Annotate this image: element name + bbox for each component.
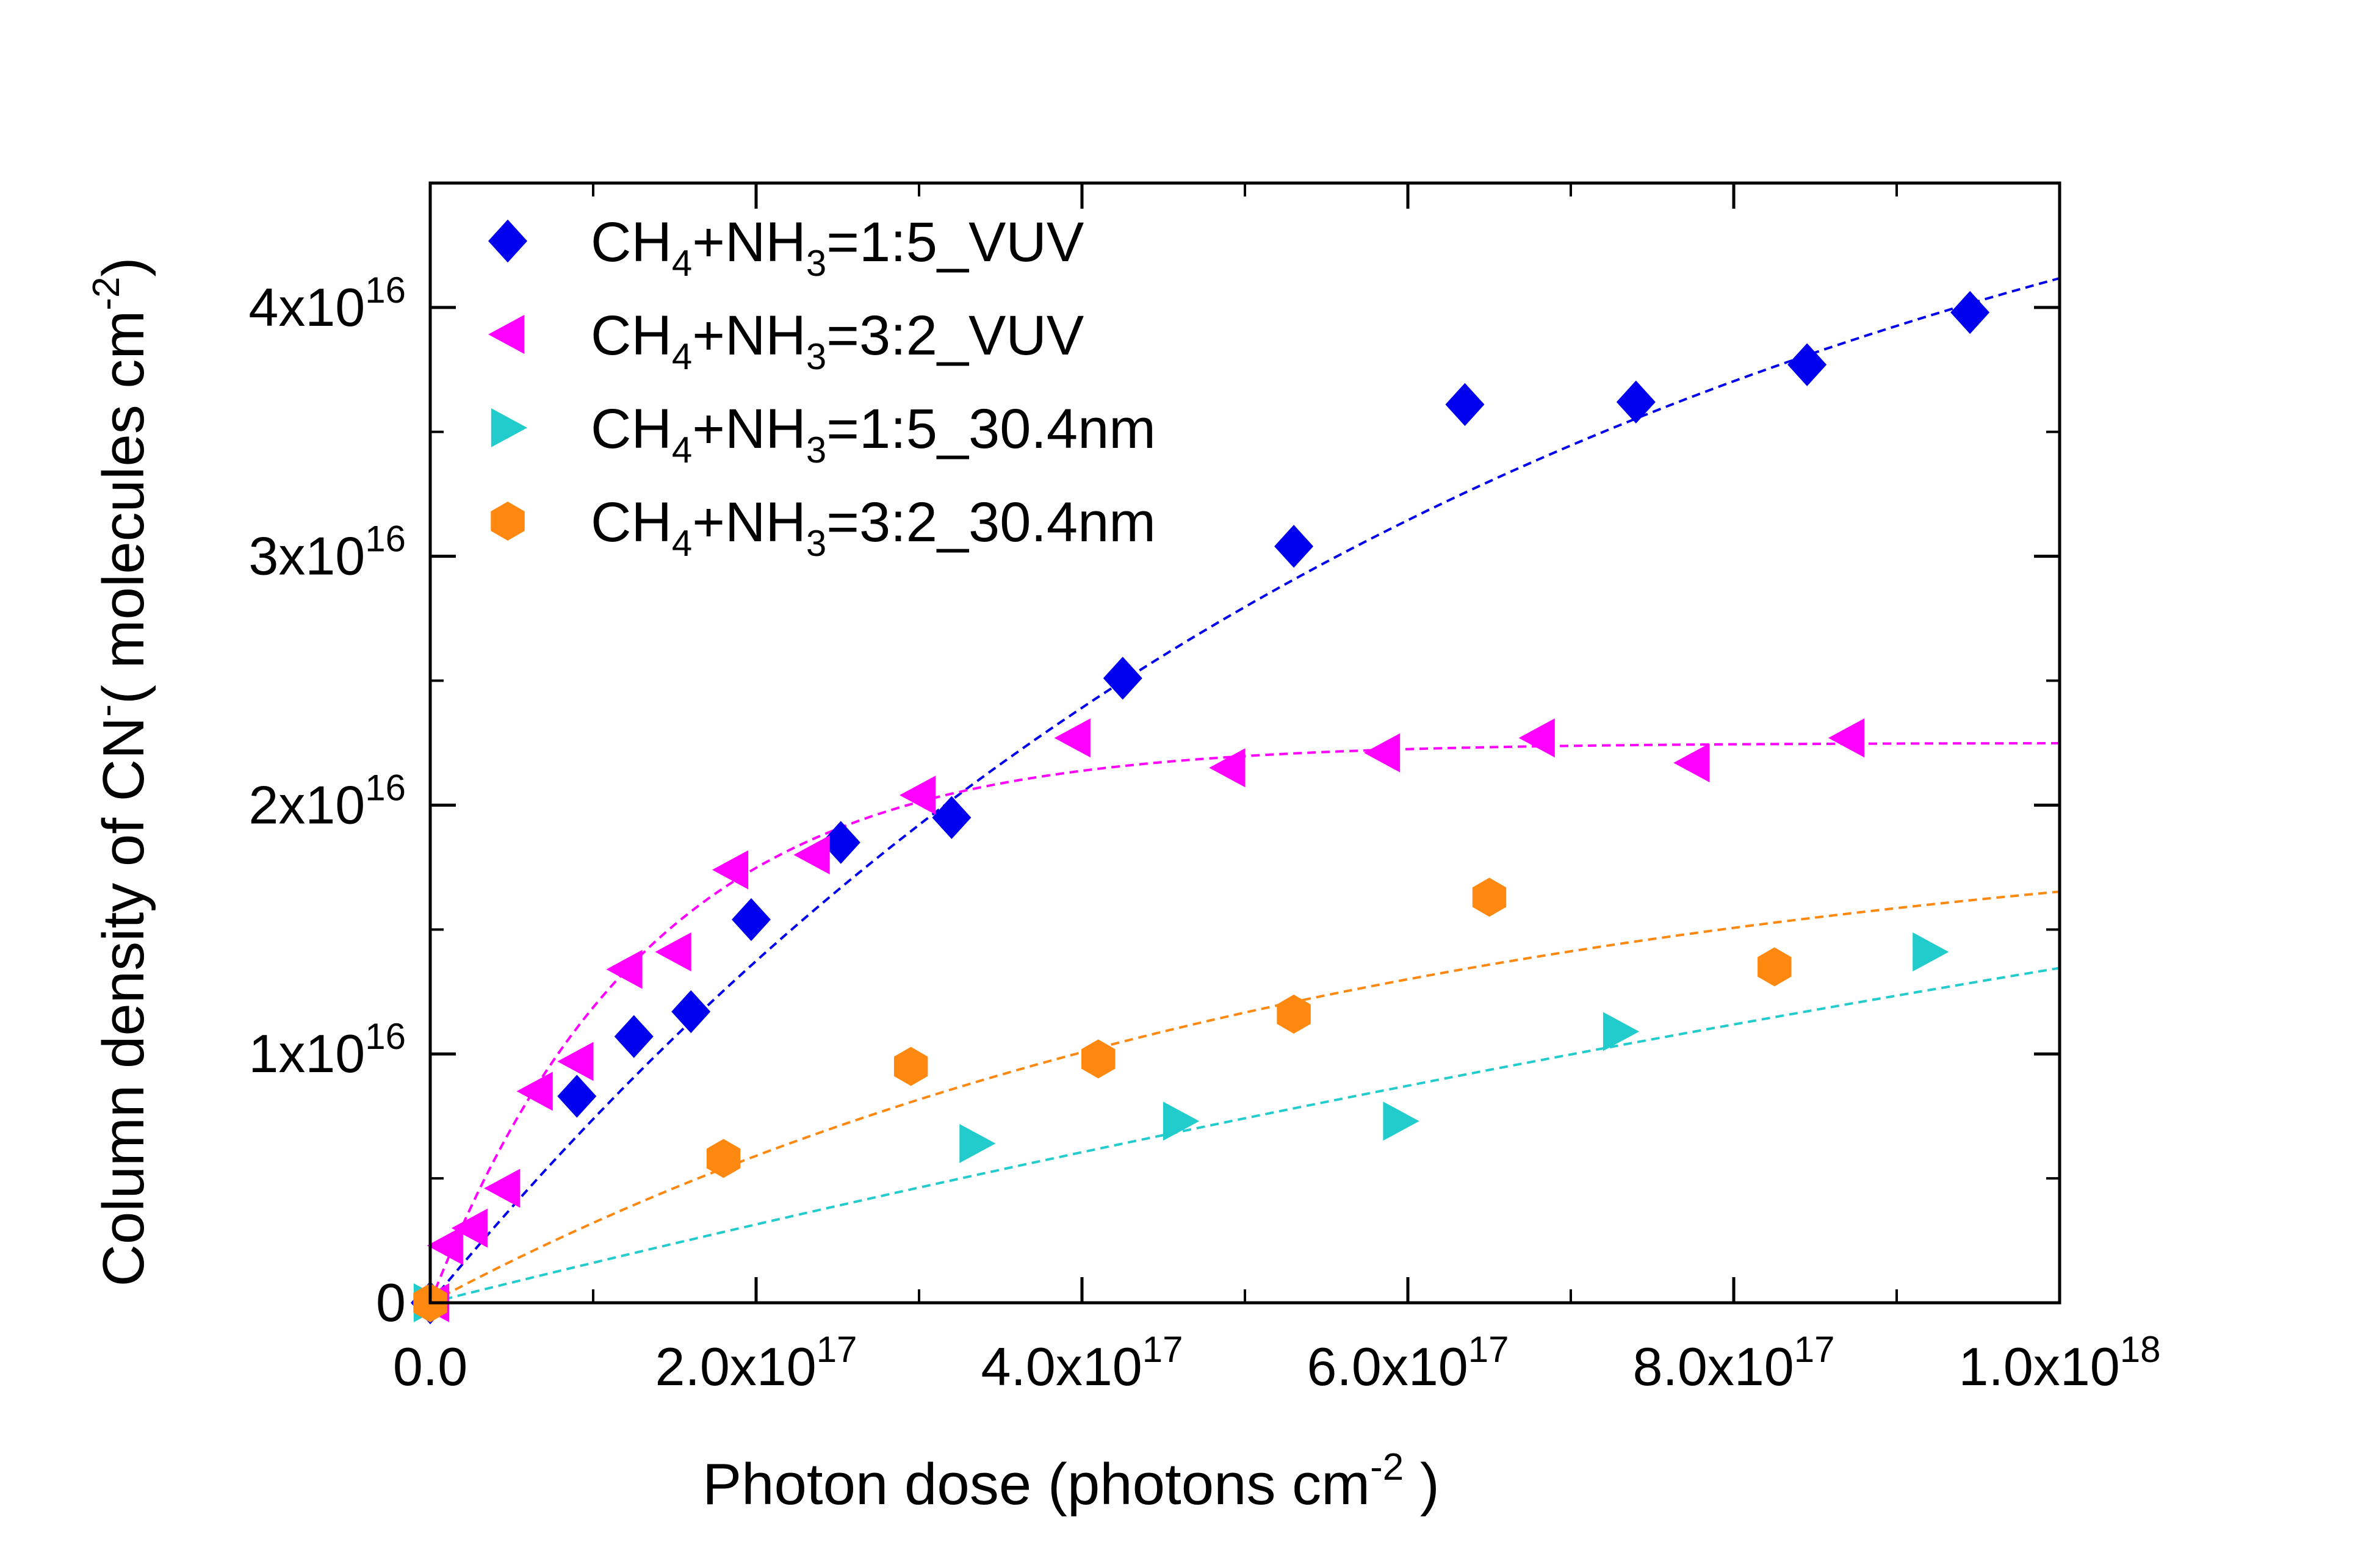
data-point-series-4 [1758,947,1792,987]
data-point-series-1 [1787,343,1827,386]
legend-marker-3 [491,408,527,447]
legend-label-1: CH4+NH3=1:5_VUV [591,211,1084,284]
x-axis-title: Photon dose (photons cm-2 ) [702,1446,1440,1517]
x-tick-label: 6.0x1017 [1307,1329,1509,1397]
legend: CH4+NH3=1:5_VUV CH4+NH3=3:2_VUV CH4+NH3=1:… [488,211,1156,564]
data-point-series-1 [1445,383,1485,427]
legend-label-2: CH4+NH3=3:2_VUV [591,304,1084,377]
data-point-series-2 [516,1072,553,1111]
y-tick-label: 3x1016 [248,519,406,586]
x-tick-label: 8.0x1017 [1633,1329,1835,1397]
data-point-series-4 [1081,1039,1116,1079]
data-point-series-2 [606,949,643,989]
x-tick-label: 0.0 [393,1336,467,1397]
data-point-series-2 [484,1169,521,1208]
data-point-series-3 [1163,1101,1200,1141]
data-point-series-2 [900,776,936,815]
y-tick-label: 4x1016 [248,270,406,337]
data-point-series-2 [712,850,749,890]
data-point-series-1 [821,821,860,864]
legend-marker-2 [488,315,525,354]
fit-curve-series-3 [430,967,2060,1304]
x-tick-label: 2.0x1017 [655,1329,857,1397]
data-point-series-2 [427,1226,463,1266]
data-point-series-2 [1209,748,1246,788]
data-point-series-1 [932,796,972,840]
legend-label-4: CH4+NH3=3:2_30.4nm [591,491,1156,564]
data-point-series-3 [959,1124,996,1164]
data-point-series-2 [1828,718,1865,758]
x-tick-label: 4.0x1017 [981,1329,1183,1397]
data-point-series-3 [1913,932,1949,972]
data-point-series-1 [731,898,771,942]
data-point-series-2 [1363,733,1401,773]
data-point-series-2 [557,1042,594,1081]
y-tick-label: 1x1016 [248,1016,406,1084]
legend-marker-4 [491,502,525,541]
data-point-series-3 [1383,1101,1419,1141]
data-point-series-4 [1277,994,1311,1034]
legend-label-3: CH4+NH3=1:5_30.4nm [591,398,1156,470]
data-point-series-1 [1950,290,1990,334]
data-point-series-2 [793,835,830,874]
data-point-series-1 [614,1015,654,1058]
data-point-series-1 [1274,525,1314,568]
fit-curve-series-2 [429,742,2060,1303]
x-tick-label: 1.0x1018 [1959,1329,2161,1397]
axis-ticks [428,182,2061,1305]
data-point-series-3 [1603,1012,1640,1051]
data-markers [411,290,1990,1325]
data-point-series-1 [671,990,711,1034]
fit-curve-series-4 [430,890,2060,1304]
data-point-series-2 [1673,743,1710,783]
data-point-series-2 [1518,718,1555,758]
tick-labels: 0.0 2.0x1017 4.0x1017 6.0x1017 8.0x1017 1.0x1… [248,270,2160,1397]
data-point-series-4 [706,1139,741,1178]
legend-marker-1 [488,219,527,263]
data-point-series-2 [1054,718,1091,758]
data-point-series-1 [1103,657,1142,700]
data-point-series-4 [1472,877,1507,917]
data-point-series-2 [451,1208,488,1248]
y-tick-label: 0 [376,1272,406,1333]
data-point-series-1 [1616,380,1656,424]
data-point-series-2 [655,932,691,972]
y-tick-label: 2x1016 [248,767,406,835]
data-point-series-4 [893,1046,928,1086]
y-axis-title: Column density of CN-( molecules cm-2) [85,258,156,1287]
data-point-series-1 [557,1075,597,1118]
